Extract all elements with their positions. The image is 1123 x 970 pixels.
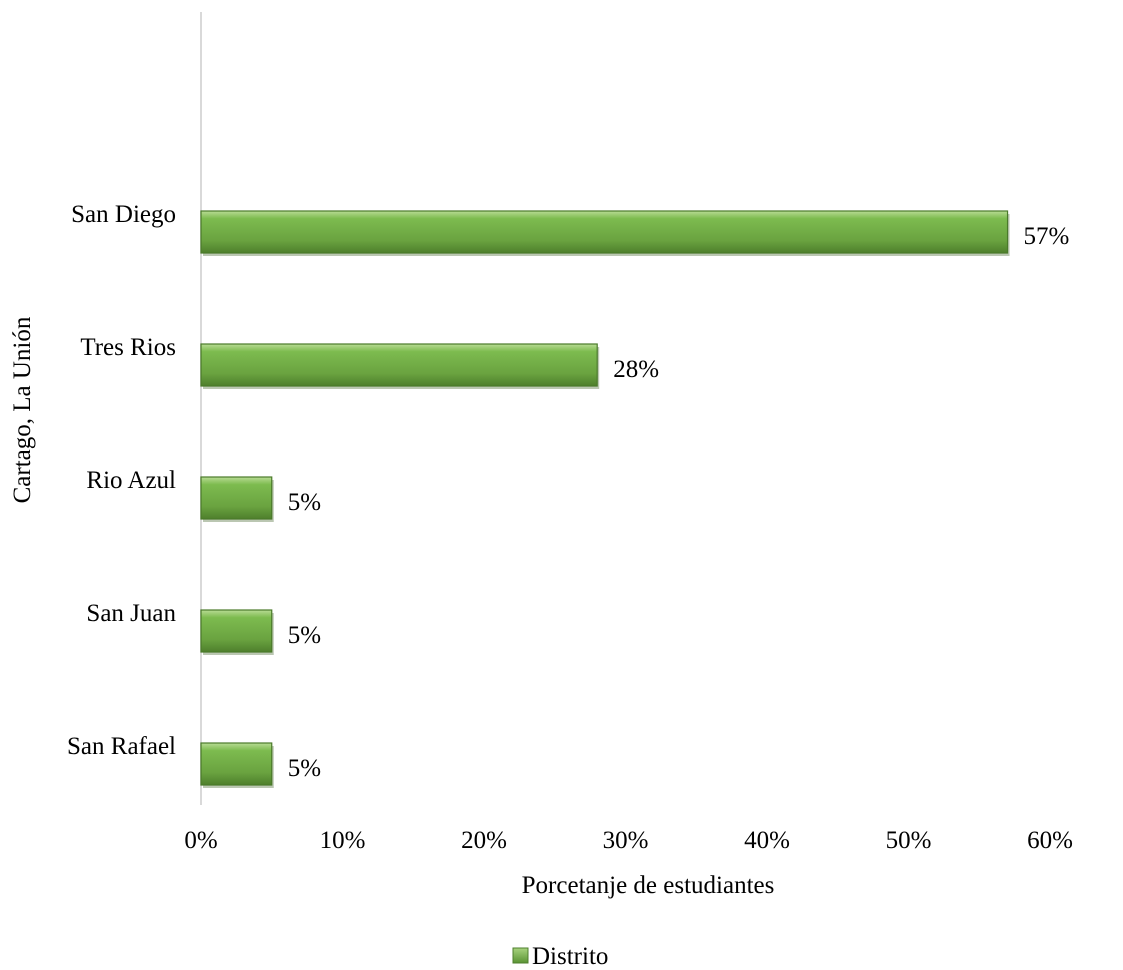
category-label: San Juan <box>86 600 176 627</box>
data-label: 57% <box>1024 223 1070 250</box>
legend: Distrito <box>512 943 608 970</box>
data-label: 5% <box>288 622 321 649</box>
category-label: San Rafael <box>67 733 176 760</box>
bar <box>200 742 273 786</box>
legend-label: Distrito <box>532 943 608 970</box>
x-tick-label: 20% <box>461 827 507 854</box>
bar <box>200 476 273 520</box>
legend-swatch <box>512 947 529 964</box>
x-tick-label: 50% <box>886 827 932 854</box>
x-tick-label: 60% <box>1027 827 1073 854</box>
y-axis-title: Cartago, La Unión <box>9 316 36 503</box>
x-tick-label: 40% <box>744 827 790 854</box>
data-label: 28% <box>613 356 659 383</box>
category-label: San Diego <box>71 201 176 228</box>
bar <box>200 609 273 653</box>
category-label: Rio Azul <box>86 467 176 494</box>
category-label: Tres Rios <box>80 334 176 361</box>
x-tick-label: 30% <box>603 827 649 854</box>
data-label: 5% <box>288 755 321 782</box>
bar <box>200 343 598 387</box>
data-label: 5% <box>288 489 321 516</box>
x-tick-label: 10% <box>320 827 366 854</box>
x-axis-title: Porcetanje de estudiantes <box>522 872 775 899</box>
bar <box>200 210 1009 254</box>
x-tick-label: 0% <box>184 827 217 854</box>
